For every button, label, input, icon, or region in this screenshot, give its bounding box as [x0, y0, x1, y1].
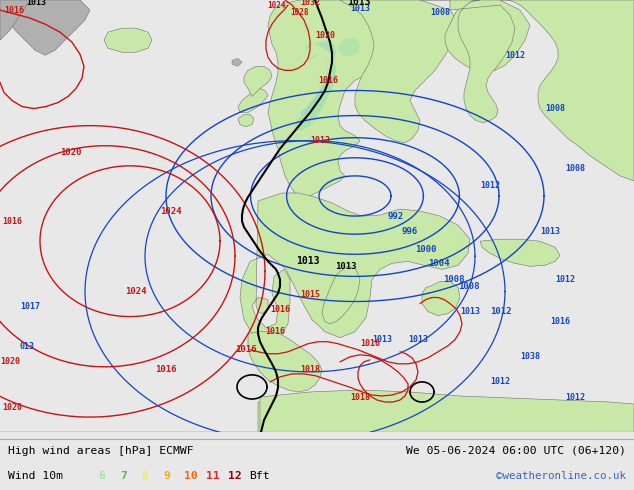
- Text: 992: 992: [388, 212, 404, 220]
- Text: 9: 9: [163, 471, 170, 481]
- Text: 1018: 1018: [300, 366, 320, 374]
- Text: 11: 11: [206, 471, 220, 481]
- Polygon shape: [0, 0, 90, 55]
- Text: 1024: 1024: [267, 0, 285, 9]
- Text: 1016: 1016: [155, 366, 176, 374]
- Text: 1028: 1028: [290, 7, 309, 17]
- Text: 1012: 1012: [565, 392, 585, 401]
- Text: 1008: 1008: [430, 7, 450, 17]
- Polygon shape: [300, 54, 328, 116]
- Text: 12: 12: [228, 471, 242, 481]
- Polygon shape: [248, 332, 322, 392]
- Text: 1012: 1012: [505, 51, 525, 60]
- Text: 1013: 1013: [26, 0, 46, 6]
- Text: Wind 10m: Wind 10m: [8, 471, 63, 481]
- Polygon shape: [260, 390, 634, 432]
- Text: 1013: 1013: [372, 335, 392, 344]
- Text: 1012: 1012: [490, 307, 512, 316]
- Text: 1017: 1017: [20, 302, 40, 311]
- Text: 996: 996: [402, 227, 418, 236]
- Polygon shape: [0, 0, 30, 40]
- Text: 1016: 1016: [360, 339, 380, 348]
- Polygon shape: [338, 38, 360, 56]
- Text: 013: 013: [20, 342, 35, 351]
- Polygon shape: [232, 58, 242, 66]
- Text: 1000: 1000: [415, 245, 436, 254]
- Text: ©weatheronline.co.uk: ©weatheronline.co.uk: [496, 471, 626, 481]
- Text: 1008: 1008: [565, 164, 585, 173]
- Text: 1008: 1008: [443, 275, 465, 284]
- Polygon shape: [295, 40, 336, 131]
- Text: 7: 7: [120, 471, 127, 481]
- Text: 1016: 1016: [318, 76, 338, 85]
- Text: 1016: 1016: [265, 327, 285, 336]
- Text: 1024: 1024: [125, 287, 146, 296]
- Text: 1012: 1012: [490, 377, 510, 387]
- Polygon shape: [322, 267, 360, 323]
- Text: 1016: 1016: [550, 317, 570, 326]
- Text: High wind areas [hPa] ECMWF: High wind areas [hPa] ECMWF: [8, 446, 193, 456]
- Text: 1012: 1012: [555, 275, 575, 284]
- Text: 1012: 1012: [480, 181, 500, 191]
- Text: Bft: Bft: [249, 471, 270, 481]
- Text: 1032: 1032: [300, 0, 320, 6]
- Text: 1020: 1020: [2, 403, 22, 412]
- Text: 1018: 1018: [350, 392, 370, 401]
- Text: We 05-06-2024 06:00 UTC (06+120): We 05-06-2024 06:00 UTC (06+120): [406, 446, 626, 456]
- Text: 6: 6: [98, 471, 105, 481]
- Polygon shape: [268, 0, 390, 199]
- Text: 1004: 1004: [428, 259, 450, 268]
- Polygon shape: [420, 0, 530, 73]
- Polygon shape: [450, 0, 515, 122]
- Polygon shape: [0, 394, 634, 432]
- Text: 1008: 1008: [545, 104, 565, 113]
- Text: 1008: 1008: [458, 282, 479, 291]
- Text: 1024: 1024: [160, 207, 181, 216]
- Polygon shape: [238, 115, 254, 126]
- Text: 8: 8: [141, 471, 148, 481]
- Text: 1016: 1016: [2, 217, 22, 225]
- Text: 1016: 1016: [270, 305, 290, 314]
- Text: 1020: 1020: [60, 148, 82, 157]
- Polygon shape: [500, 0, 634, 181]
- Text: 1038: 1038: [520, 352, 540, 361]
- Polygon shape: [244, 66, 272, 97]
- Text: 1016: 1016: [235, 345, 257, 354]
- Polygon shape: [238, 89, 268, 113]
- Text: 1016: 1016: [4, 5, 24, 15]
- Text: 1020: 1020: [0, 357, 20, 367]
- Text: 1013: 1013: [350, 3, 370, 13]
- Text: 1013: 1013: [540, 227, 560, 236]
- Text: 1015: 1015: [300, 290, 320, 299]
- Text: 10: 10: [184, 471, 198, 481]
- Text: 1013: 1013: [335, 262, 356, 271]
- Polygon shape: [480, 239, 560, 267]
- Text: 1013: 1013: [460, 307, 480, 316]
- Text: 1020: 1020: [315, 31, 335, 40]
- Polygon shape: [104, 28, 152, 52]
- Polygon shape: [422, 281, 460, 316]
- Text: 1013: 1013: [347, 0, 370, 7]
- Polygon shape: [240, 193, 470, 343]
- Polygon shape: [340, 0, 460, 143]
- Text: 1013: 1013: [296, 256, 320, 267]
- Text: 1013: 1013: [310, 136, 330, 145]
- Text: 1013: 1013: [408, 335, 428, 344]
